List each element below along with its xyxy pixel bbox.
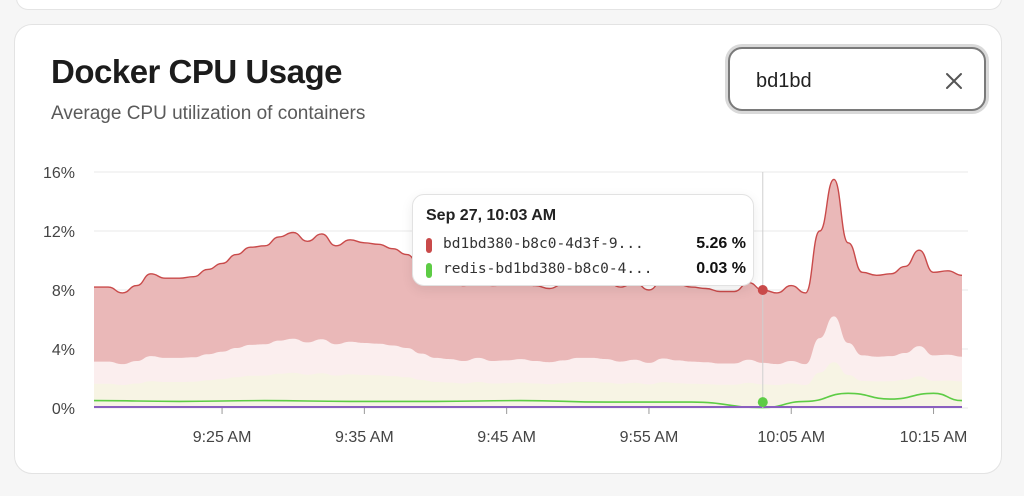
container-filter-search[interactable]	[728, 47, 986, 111]
y-tick-label: 8%	[52, 283, 75, 300]
y-tick-label: 4%	[52, 342, 75, 359]
x-tick-label: 10:15 AM	[900, 429, 968, 446]
card-title: Docker CPU Usage	[51, 53, 342, 90]
card-subtitle: Average CPU utilization of containers	[51, 103, 366, 124]
search-input[interactable]	[756, 67, 936, 95]
x-tick-label: 9:35 AM	[335, 429, 394, 446]
x-tick-label: 9:55 AM	[620, 429, 679, 446]
y-tick-label: 16%	[43, 165, 75, 182]
chart-tooltip: Sep 27, 10:03 AM bd1bd380-b8c0-4d3f-9...…	[412, 194, 754, 286]
chart-areas	[93, 178, 963, 409]
x-tick-label: 9:25 AM	[193, 429, 252, 446]
background-series-band	[94, 362, 962, 408]
x-tick-label: 9:45 AM	[477, 429, 536, 446]
x-axis-ticks: 9:25 AM 9:35 AM 9:45 AM 9:55 AM 10:05 AM 10:1…	[193, 408, 968, 446]
y-axis-ticks: 0% 4% 8% 12% 16%	[43, 165, 75, 418]
tooltip-series-value: 0.03 %	[696, 260, 746, 277]
y-tick-label: 0%	[52, 401, 75, 418]
series-line-redis	[93, 392, 963, 409]
tooltip-series-name: bd1bd380-b8c0-4d3f-9...	[443, 236, 644, 252]
tooltip-row: redis-bd1bd380-b8c0-4... 0.03 %	[426, 260, 746, 280]
tooltip-row: bd1bd380-b8c0-4d3f-9... 5.26 %	[426, 235, 746, 255]
y-tick-label: 12%	[43, 224, 75, 241]
hover-point	[757, 397, 768, 408]
hover-crosshair	[757, 172, 768, 408]
tooltip-series-value: 5.26 %	[696, 235, 746, 252]
x-tick-label: 10:05 AM	[757, 429, 825, 446]
tooltip-date: Sep 27, 10:03 AM	[426, 207, 557, 224]
close-icon[interactable]	[942, 69, 966, 93]
series-swatch	[426, 238, 432, 253]
hover-point	[757, 285, 768, 295]
series-swatch	[426, 263, 432, 278]
tooltip-series-name: redis-bd1bd380-b8c0-4...	[443, 261, 653, 277]
